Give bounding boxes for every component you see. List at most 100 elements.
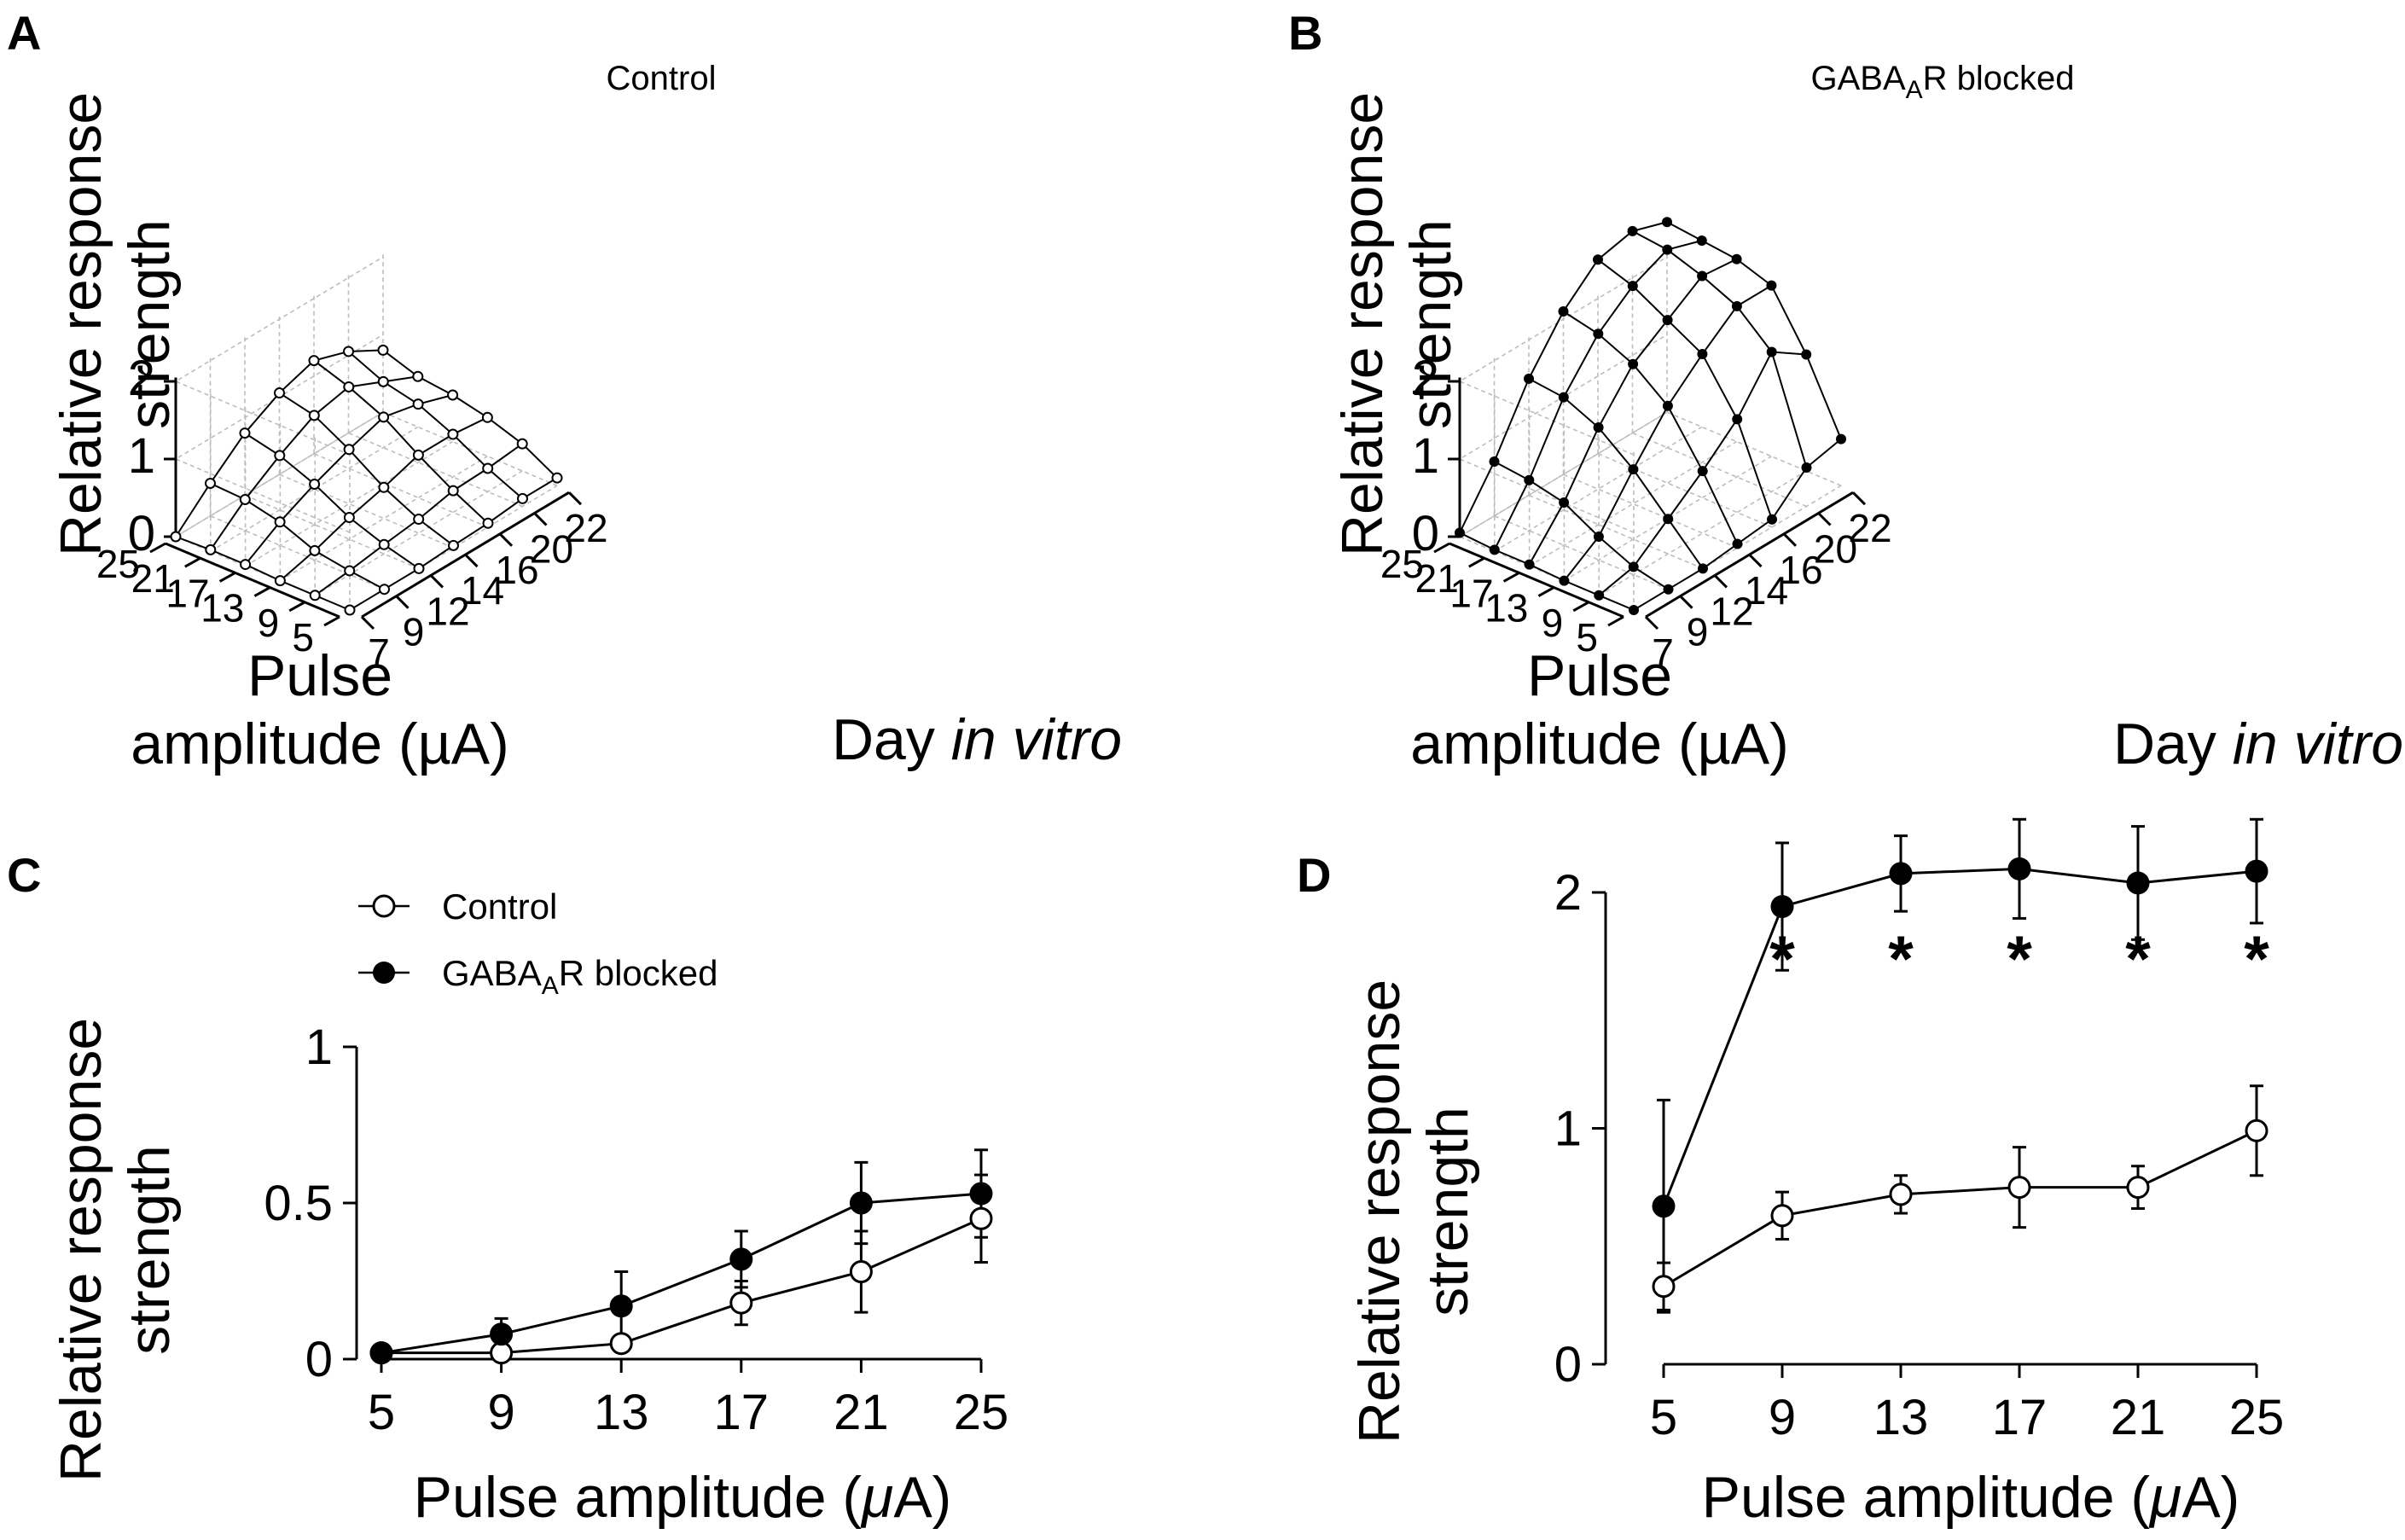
b-surface-point <box>1697 466 1708 477</box>
b-surface-point <box>1836 433 1846 445</box>
b-surface-point <box>1662 217 1672 228</box>
d-point-control <box>1652 1275 1676 1299</box>
a-surface-point <box>412 398 424 410</box>
b-floor-grid <box>1632 432 1807 508</box>
d-y-tick-label: 2 <box>1554 865 1582 921</box>
b-surface-point <box>1801 462 1812 473</box>
d-x-tick-label: 9 <box>1769 1390 1796 1445</box>
panel-b-title: GABAAR blocked <box>1810 60 2074 104</box>
a-amp-tick-label: 21 <box>131 556 175 601</box>
c-point-control <box>609 1332 633 1356</box>
c-y-tick-label: 1 <box>305 1020 333 1075</box>
d-point-blocked <box>2007 857 2031 880</box>
a-floor-grid <box>279 456 488 582</box>
a-amp-tick-label: 17 <box>166 571 209 615</box>
c-point-blocked <box>609 1294 633 1318</box>
d-significance-star: * <box>2007 923 2032 996</box>
b-surface-point <box>1524 559 1535 570</box>
d-x-tick-label: 5 <box>1650 1390 1677 1445</box>
a-amp-tick <box>149 542 166 554</box>
a-day-tick <box>360 615 375 631</box>
d-significance-star: * <box>1769 923 1795 996</box>
a-surface-point <box>516 438 528 450</box>
d-x-tick-label: 13 <box>1873 1390 1929 1445</box>
a-amp-tick-label: 13 <box>200 586 244 631</box>
b-mesh-line-day <box>1494 461 1670 590</box>
legend-control-marker <box>372 894 396 918</box>
c-point-control <box>849 1260 873 1284</box>
panel-b-grid <box>1458 253 1842 611</box>
b-floor-grid <box>1666 411 1842 486</box>
b-surface-point <box>1559 575 1570 586</box>
d-significance-star: * <box>2125 923 2151 996</box>
panel-c-ylabel-line1: Relative response <box>49 1018 113 1482</box>
b-floor-grid <box>1597 453 1773 528</box>
a-day-tick-label: 16 <box>495 548 538 592</box>
a-floor-grid <box>175 411 384 538</box>
c-point-control <box>729 1291 753 1315</box>
d-significance-star: * <box>2244 923 2269 996</box>
a-surface-point <box>343 381 355 392</box>
a-surface-point <box>343 346 354 357</box>
a-amp-tick <box>184 556 201 568</box>
b-amp-tick-label: 17 <box>1449 571 1493 615</box>
b-surface-point <box>1663 514 1674 525</box>
panel-letter-d: D <box>1297 848 1331 902</box>
b-day-tick-label: 16 <box>1779 548 1822 592</box>
panel-c-series <box>369 1148 993 1365</box>
c-series-line <box>381 1217 982 1355</box>
a-surface-point <box>377 375 389 387</box>
b-surface-point <box>1732 538 1743 549</box>
b-amp-tick-label: 25 <box>1380 542 1424 586</box>
b-surface-point <box>1558 392 1569 403</box>
b-surface-point <box>1731 253 1742 264</box>
b-surface-point <box>1489 544 1500 555</box>
a-surface-point <box>274 575 286 587</box>
a-surface-point <box>378 538 390 550</box>
a-floor-grid <box>245 440 454 567</box>
panel-b-pulse-label-line1: Pulse <box>1527 643 1672 708</box>
b-day-tick-label: 9 <box>1687 610 1709 654</box>
a-mesh-line-day <box>347 351 524 500</box>
c-point-blocked <box>490 1322 514 1346</box>
panel-c-line-chart: Control GABAAR blocked 0 0.5 1 5 9 13 17 21 25 R… <box>49 886 1008 1530</box>
b-surface-point <box>1593 254 1603 265</box>
a-amp-tick <box>253 586 271 597</box>
b-surface-point <box>1524 373 1534 384</box>
b-floor-grid <box>1528 494 1704 570</box>
b-mesh-line-day <box>1597 259 1773 520</box>
d-point-control <box>1770 1204 1794 1228</box>
a-day-tick-label: 22 <box>564 506 607 550</box>
panel-c-legend: Control GABAAR blocked <box>358 886 718 1000</box>
a-amp-tick <box>218 572 236 583</box>
b-day-tick <box>1713 574 1728 589</box>
b-surface-point <box>1627 225 1638 236</box>
b-amp-tick-label: 13 <box>1484 586 1528 631</box>
a-surface-point <box>517 492 528 504</box>
d-point-blocked <box>2126 871 2150 895</box>
d-point-blocked <box>1652 1194 1676 1218</box>
a-surface-point <box>274 450 286 462</box>
d-series-line <box>1662 867 2257 1207</box>
a-surface-point <box>551 472 563 484</box>
b-day-tick-label: 20 <box>1814 527 1857 572</box>
b-floor-grid <box>1459 411 1668 538</box>
b-z-tick-label: 0 <box>1412 506 1439 561</box>
c-x-tick-label: 21 <box>834 1385 889 1440</box>
b-mesh-line-day <box>1528 378 1704 569</box>
panel-d-significance-markers: * * * * * <box>1769 923 2269 996</box>
c-x-tick-label: 5 <box>368 1385 395 1440</box>
panel-b-day-label: Day in vitro <box>2113 712 2403 776</box>
b-surface-point <box>1766 280 1777 291</box>
b-mesh-line-amp <box>1528 258 1738 566</box>
c-point-control <box>490 1341 514 1365</box>
b-floor-grid <box>1598 470 1807 596</box>
panel-c-axes: 0 0.5 1 5 9 13 17 21 25 <box>264 1020 1008 1440</box>
c-x-tick-label: 9 <box>487 1385 514 1440</box>
b-floor-grid <box>1494 514 1669 590</box>
d-point-control <box>2007 1176 2031 1200</box>
d-significance-star: * <box>1888 923 1914 996</box>
b-floor-grid <box>1494 426 1703 552</box>
b-surface-point <box>1801 349 1812 360</box>
